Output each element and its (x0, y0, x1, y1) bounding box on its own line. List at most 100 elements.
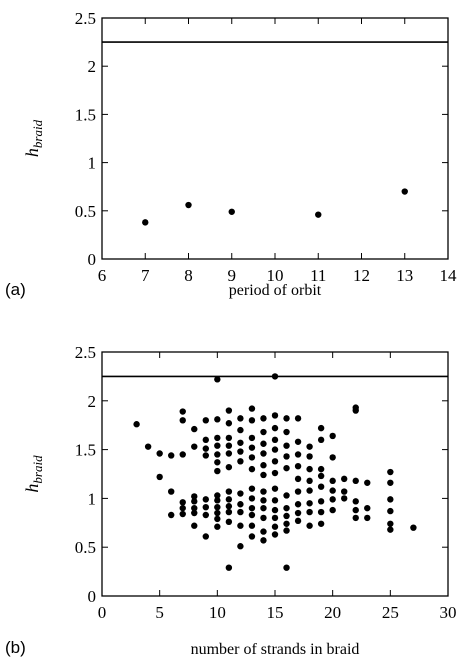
data-point (214, 376, 221, 383)
data-point (260, 528, 267, 535)
data-point (341, 488, 348, 495)
data-point (401, 188, 408, 195)
x-tick-label: 6 (98, 266, 107, 285)
y-tick-label: 0 (88, 587, 97, 606)
data-point (225, 488, 233, 495)
data-point (179, 504, 186, 512)
data-point (283, 442, 290, 449)
data-point (352, 407, 359, 414)
data-point (294, 501, 302, 508)
data-point (271, 485, 279, 492)
y-tick-label: 2 (88, 57, 97, 76)
data-point (387, 479, 394, 486)
data-point (283, 492, 290, 499)
data-point (168, 511, 175, 519)
data-point (352, 498, 359, 505)
data-point (225, 442, 233, 449)
data-point (271, 458, 279, 465)
data-point (168, 452, 175, 459)
x-tick-label: 11 (310, 266, 326, 285)
data-point (202, 503, 209, 511)
data-point (306, 487, 313, 494)
data-point (179, 417, 186, 424)
data-point (179, 408, 186, 415)
y-tick-label: 1.5 (75, 105, 96, 124)
data-point (225, 564, 233, 571)
data-point (214, 434, 221, 442)
data-point (315, 211, 322, 218)
data-point (294, 438, 302, 445)
data-point (271, 523, 279, 530)
y-tick-label: 0.5 (75, 202, 96, 221)
data-point (341, 495, 348, 502)
data-point (306, 500, 313, 507)
data-point (248, 533, 256, 540)
y-axis-label-sub: braid (30, 455, 45, 484)
data-point (237, 501, 244, 508)
data-point (191, 493, 198, 500)
data-point (387, 507, 394, 515)
data-point (214, 416, 221, 423)
data-point (306, 508, 313, 516)
data-point (248, 434, 256, 442)
data-point (225, 450, 233, 457)
data-point (248, 511, 256, 519)
data-point (271, 514, 279, 522)
x-tick-label: 25 (382, 603, 399, 622)
data-point (387, 468, 394, 476)
data-point (352, 477, 359, 485)
data-point (248, 485, 256, 492)
data-point (214, 492, 221, 499)
data-point (214, 459, 221, 466)
data-point (306, 477, 313, 485)
data-point (283, 527, 290, 534)
data-point (133, 421, 140, 428)
data-point (283, 428, 290, 436)
y-tick-label: 1.5 (75, 441, 96, 460)
data-point (283, 564, 290, 571)
data-point (185, 201, 192, 209)
x-tick-label: 7 (141, 266, 150, 285)
data-point (214, 503, 221, 511)
data-point (271, 412, 279, 419)
panel-letter: (a) (5, 280, 26, 299)
data-point (294, 517, 302, 525)
data-point (294, 451, 302, 458)
data-point (387, 520, 394, 527)
y-tick-label: 0 (88, 250, 97, 269)
data-point (317, 508, 325, 516)
data-point (329, 477, 336, 485)
data-point (142, 219, 149, 226)
data-point (225, 518, 233, 526)
plot-frame (101, 17, 449, 260)
data-point (191, 522, 198, 529)
data-point (260, 471, 267, 479)
data-point (271, 446, 279, 453)
data-point (225, 420, 233, 427)
data-point (191, 443, 198, 450)
data-point (191, 425, 198, 433)
data-point (271, 424, 279, 432)
data-point (248, 465, 256, 473)
data-point (329, 506, 336, 514)
x-tick-label: 9 (228, 266, 237, 285)
data-point (237, 522, 244, 529)
x-axis-label: number of strands in braid (191, 641, 360, 658)
y-axis-label-main: h (22, 484, 42, 493)
panel-b: 0 5 10 15 20 25 30 0 0.5 1 1.5 2 2.5 number of strand… (5, 343, 457, 658)
x-axis-label: period of orbit (229, 282, 322, 299)
x-tick-label: 30 (440, 603, 457, 622)
y-axis-label-main: h (22, 148, 42, 157)
data-point (237, 508, 244, 516)
data-point (352, 506, 359, 514)
data-point (283, 520, 290, 527)
data-point (260, 488, 267, 495)
data-point (271, 506, 279, 514)
data-point (317, 520, 325, 527)
data-point (202, 436, 209, 444)
data-point (179, 510, 186, 518)
data-point (341, 475, 348, 483)
data-point (191, 498, 198, 505)
data-point (237, 426, 244, 434)
data-point (364, 514, 371, 522)
